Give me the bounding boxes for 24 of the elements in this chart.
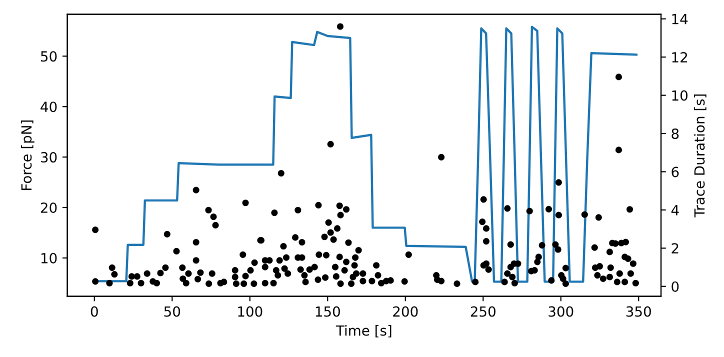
y2-tick-label: 4 (671, 205, 679, 216)
x-tick-label: 300 (548, 306, 574, 317)
x-tick-label: 50 (164, 306, 180, 317)
y2-tick-label: 6 (672, 166, 679, 178)
x-tick-label: 150 (316, 306, 340, 317)
y-tick-label: 50 (41, 51, 57, 62)
y2-tick-label: 0 (672, 281, 679, 292)
y2-tick-label: 2 (672, 243, 678, 254)
x-tick-label: 250 (470, 306, 496, 317)
x-axis-title: Time [s] (336, 325, 392, 338)
x-tick-label: 100 (238, 306, 262, 317)
y2-tick-label: 8 (672, 128, 679, 139)
y2-tick-label: 10 (672, 90, 688, 101)
y2-axis-title: Trace Duration [s] (694, 94, 706, 218)
y-tick-label: 40 (40, 102, 57, 112)
x-tick-label: 200 (393, 306, 418, 317)
y2-tick-label: 14 (672, 14, 688, 24)
y-tick-label: 10 (41, 252, 57, 264)
x-tick-label: 350 (626, 306, 651, 317)
y-tick-label: 30 (40, 152, 57, 163)
y-tick-label: 20 (40, 202, 57, 213)
y-axis-title: Force [pN] (20, 120, 34, 190)
y2-tick-label: 12 (672, 52, 688, 62)
x-tick-label: 0 (90, 306, 98, 317)
